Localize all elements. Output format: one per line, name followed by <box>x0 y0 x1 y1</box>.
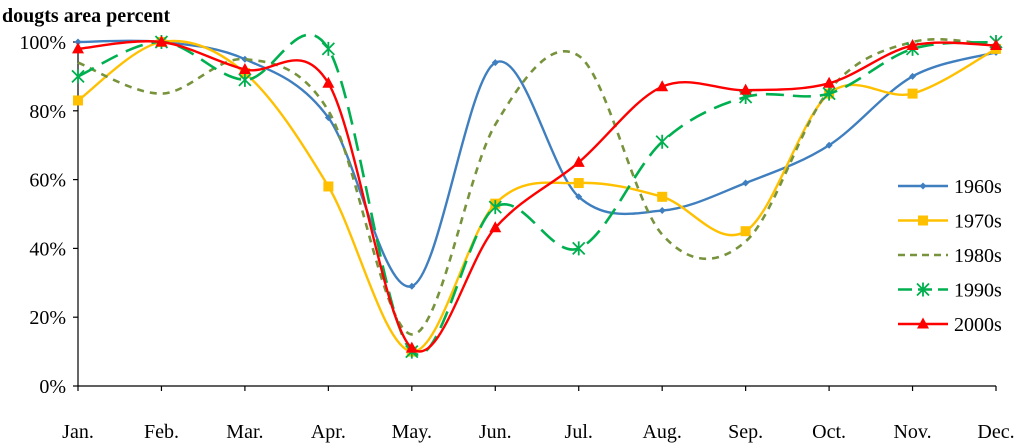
legend-marker-1960s <box>919 182 927 190</box>
data-point-1970s-Jul. <box>573 178 584 189</box>
y-tick-label: 60% <box>29 170 66 192</box>
data-point-2000s-Jan. <box>72 42 84 54</box>
x-tick-label: Apr. <box>311 421 346 443</box>
y-tick-label: 80% <box>29 101 66 123</box>
data-point-1990s-Jul. <box>572 241 586 256</box>
data-point-2000s-Mar. <box>238 63 251 75</box>
y-tick-label: 20% <box>29 307 66 329</box>
data-point-1990s-Jan. <box>71 69 85 84</box>
legend-label-2000s: 2000s <box>954 314 1002 336</box>
data-point-1960s-Aug. <box>658 207 666 215</box>
series-line-1990s <box>77 33 997 356</box>
series-line-2000s <box>77 40 997 353</box>
data-point-1990s-Aug. <box>655 134 669 149</box>
chart-title: dougts area percent <box>2 5 170 27</box>
y-tick-label: 0% <box>39 376 66 398</box>
data-point-2000s-Apr. <box>322 76 335 88</box>
data-point-1960s-Jun. <box>491 59 499 67</box>
data-point-1970s-Jan. <box>73 95 83 106</box>
data-point-1960s-Oct. <box>825 141 833 149</box>
data-point-2000s-Aug. <box>656 80 669 92</box>
series-line-1970s <box>77 39 997 353</box>
series-1970s <box>73 37 1001 357</box>
x-tick-label: Feb. <box>144 421 179 443</box>
y-tick-label: 100% <box>19 32 66 54</box>
data-point-1960s-Jan. <box>74 38 82 46</box>
data-point-1970s-Aug. <box>657 191 668 202</box>
legend-label-1980s: 1980s <box>954 245 1002 267</box>
series-line-1960s <box>77 39 997 288</box>
series-1990s <box>71 33 1003 359</box>
x-tick-label: Jul. <box>565 421 593 443</box>
legend-label-1990s: 1990s <box>954 280 1002 302</box>
series-1980s <box>77 38 997 336</box>
series-layer <box>71 33 1003 359</box>
data-point-1960s-Jul. <box>575 193 583 201</box>
data-point-1970s-Nov. <box>907 88 918 99</box>
data-point-2000s-Feb. <box>155 35 168 47</box>
legend-marker-2000s <box>917 317 929 329</box>
y-tick-label: 40% <box>29 238 66 260</box>
data-point-2000s-Jun. <box>489 221 502 233</box>
legend-entry-1980s: 1980s <box>898 245 1002 267</box>
legend: 1960s 1970s 1980s 1990s 2000s <box>898 176 1002 336</box>
legend-entry-1990s: 1990s <box>898 280 1002 302</box>
data-point-2000s-Jul. <box>572 155 585 167</box>
series-1960s <box>74 38 1000 290</box>
data-point-1990s-Jun. <box>488 200 502 215</box>
x-tick-label: Jan. <box>62 421 94 443</box>
data-point-2000s-Nov. <box>906 38 919 50</box>
data-point-2000s-Dec. <box>990 38 1002 50</box>
series-2000s <box>72 35 1002 353</box>
data-point-2000s-Oct. <box>823 76 836 88</box>
x-tick-label: Nov. <box>893 421 931 443</box>
legend-entry-1970s: 1970s <box>898 211 1002 233</box>
x-tick-label: Dec. <box>977 421 1014 443</box>
x-tick-label: Sep. <box>728 421 763 443</box>
data-point-1960s-May. <box>408 282 416 290</box>
x-tick-label: Aug. <box>642 421 681 443</box>
x-tick-label: Mar. <box>226 421 263 443</box>
data-point-1960s-Nov. <box>909 72 917 80</box>
data-point-1990s-Apr. <box>321 41 336 56</box>
data-point-1990s-Oct. <box>822 86 836 101</box>
legend-entry-1960s: 1960s <box>898 176 1002 198</box>
legend-label-1960s: 1960s <box>954 176 1002 198</box>
legend-marker-1970s <box>918 215 928 226</box>
legend-marker-1990s <box>916 282 930 297</box>
data-point-2000s-Sep. <box>739 83 752 95</box>
axes: 0% 20% 40% 60% 80% 100% Jan. Feb. Mar. Apr. May. Ju… <box>19 32 1014 443</box>
data-point-1960s-Sep. <box>742 179 750 187</box>
x-tick-label: May. <box>392 421 432 443</box>
legend-label-1970s: 1970s <box>954 211 1002 233</box>
data-point-2000s-May. <box>405 341 418 353</box>
data-point-1970s-Apr. <box>323 181 334 192</box>
data-point-1990s-Mar. <box>238 72 252 87</box>
x-tick-label: Oct. <box>812 421 846 443</box>
series-line-1980s <box>77 38 997 336</box>
data-point-1970s-Sep. <box>740 226 751 237</box>
x-tick-label: Jun. <box>479 421 512 443</box>
legend-entry-2000s: 2000s <box>898 314 1002 336</box>
data-point-1960s-Mar. <box>241 55 249 63</box>
